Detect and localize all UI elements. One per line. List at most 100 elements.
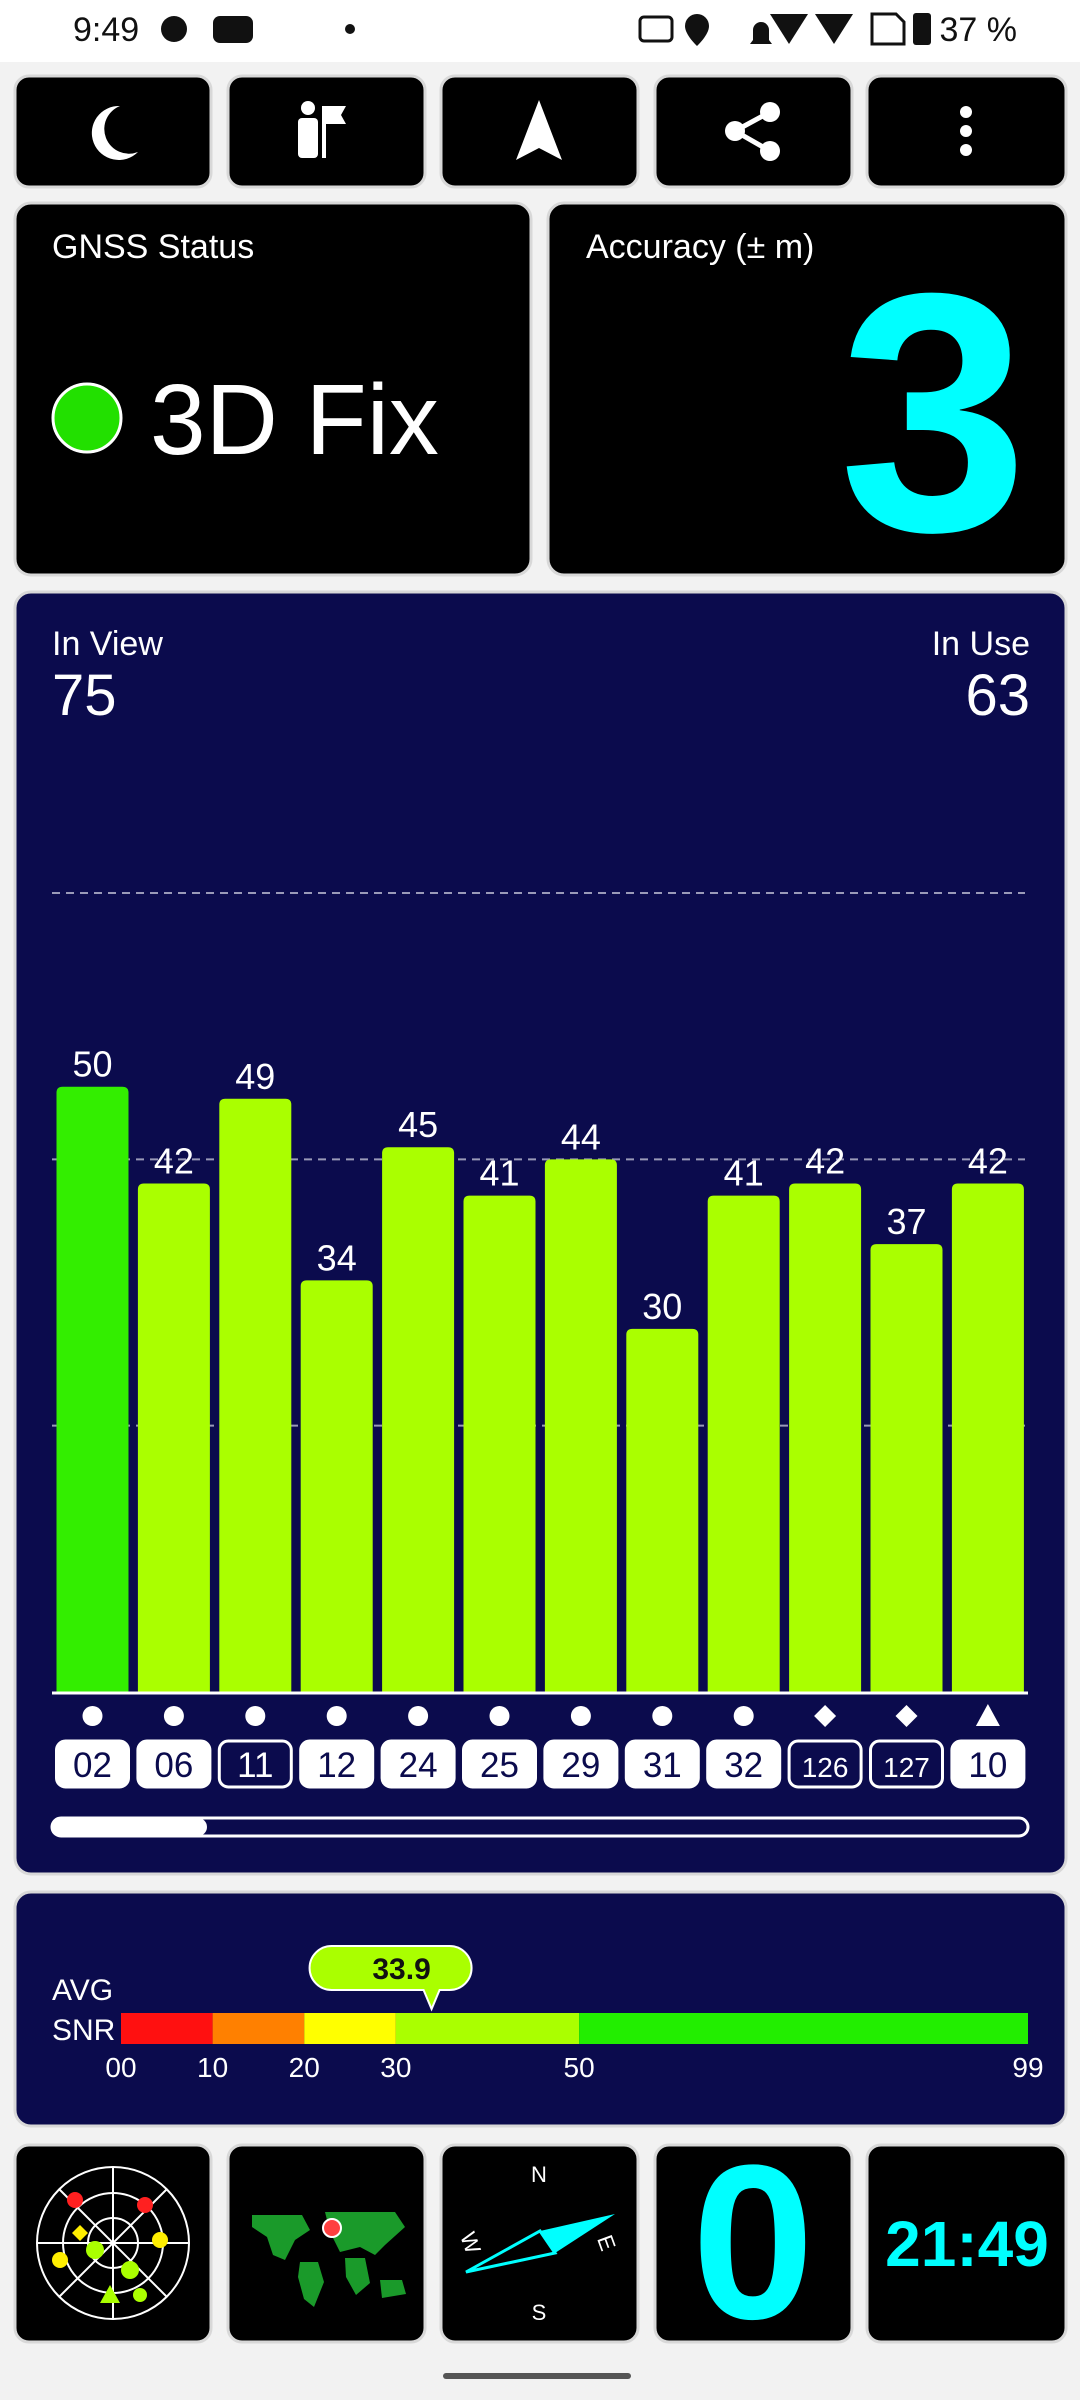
- satellite-id: 12: [317, 1746, 356, 1785]
- bar-value-label: 41: [724, 1153, 764, 1194]
- accuracy-title: Accuracy (± m): [586, 228, 814, 266]
- snr-tick-label: 00: [105, 2052, 136, 2083]
- snr-segment: [121, 2013, 213, 2044]
- satellite-id-box: [787, 1739, 863, 1789]
- person-flag-icon: [298, 101, 346, 158]
- satellite-id-box: [869, 1739, 944, 1789]
- clock-tile[interactable]: [865, 2143, 1068, 2344]
- accuracy-value: 3: [839, 223, 1028, 603]
- constellation-marker: [895, 1705, 918, 1727]
- bar: [219, 1098, 292, 1692]
- avg-snr-panel: [13, 1890, 1068, 2128]
- bar: [870, 1244, 943, 1692]
- satellite-id-box: [380, 1739, 456, 1789]
- bar-value-label: 34: [317, 1237, 357, 1278]
- constellation-marker: [163, 1706, 184, 1726]
- constellation-marker: [82, 1706, 103, 1726]
- constellation-marker: [975, 1704, 1000, 1726]
- satellite-id: 24: [399, 1746, 438, 1785]
- satellite-id-box: [624, 1739, 700, 1789]
- satellite-id-box: [299, 1739, 375, 1789]
- avg-snr-value: 33.9: [372, 1953, 430, 1986]
- snr-tick-label: 30: [380, 2052, 411, 2083]
- constellation-marker: [570, 1706, 591, 1726]
- speed-tile[interactable]: [653, 2143, 854, 2344]
- bar-value-label: 37: [886, 1201, 926, 1242]
- snr-segment: [304, 2013, 396, 2044]
- constellation-marker: [652, 1706, 673, 1726]
- snr-segment: [579, 2013, 1028, 2044]
- in-use-value: 63: [965, 663, 1030, 728]
- home-indicator[interactable]: [443, 2373, 631, 2379]
- gnss-status-title: GNSS Status: [52, 228, 254, 266]
- satellite-id-box: [136, 1739, 212, 1789]
- bar-value-label: 49: [235, 1056, 275, 1097]
- satellite-id-box: [706, 1739, 782, 1789]
- constellation-marker: [326, 1706, 347, 1726]
- in-use-label: In Use: [932, 625, 1030, 663]
- avg-snr-bubble: [308, 1945, 473, 2012]
- avg-label: AVG: [52, 1974, 113, 2007]
- snr-chart: 50 02 42 06 49 11 34 12 45 24 41 25 44 29 30 31 41 32 42 12…: [52, 892, 1028, 1789]
- night-mode-button[interactable]: [13, 74, 213, 189]
- fix-indicator: [51, 382, 123, 454]
- bar-value-label: 44: [561, 1116, 601, 1157]
- arrow-icon: [516, 100, 562, 160]
- satellite-id: 06: [154, 1746, 193, 1785]
- bar: [137, 1183, 210, 1692]
- constellation-marker: [489, 1706, 510, 1726]
- bar: [626, 1328, 699, 1692]
- satellite-id: 11: [237, 1746, 273, 1785]
- satellite-id: 10: [968, 1746, 1007, 1785]
- snr-scale: 00 10 20 30 50 99 33.9: [105, 1945, 1044, 2083]
- accuracy-card: [546, 201, 1068, 577]
- share-button[interactable]: [653, 74, 854, 189]
- battery-level: 37 %: [940, 11, 1018, 49]
- bar-value-label: 50: [72, 1044, 112, 1085]
- toolbar: [13, 74, 1068, 189]
- snr-tick-label: 99: [1012, 2052, 1043, 2083]
- bar-value-label: 42: [154, 1141, 194, 1182]
- more-icon: [960, 106, 972, 156]
- bar: [789, 1183, 862, 1692]
- bar-value-label: 45: [398, 1104, 438, 1145]
- satellite-id-box: [462, 1739, 537, 1789]
- bar-value-label: 42: [805, 1141, 845, 1182]
- bar-value-label: 30: [642, 1286, 682, 1327]
- snr-tick-label: 10: [197, 2052, 228, 2083]
- bar: [300, 1280, 373, 1692]
- satellite-id-box: [55, 1739, 130, 1789]
- satellite-id-box: [950, 1739, 1026, 1789]
- satellite-id: 127: [883, 1752, 930, 1783]
- world-map-icon: [252, 2212, 406, 2307]
- bar: [544, 1159, 617, 1692]
- snr-segment: [212, 2013, 305, 2044]
- snr-tick-label: 50: [564, 2052, 595, 2083]
- bottom-tiles: N S E W 0 21:49: [13, 2119, 1068, 2365]
- status-time: 9:49: [73, 11, 139, 49]
- bar: [951, 1183, 1024, 1692]
- status-icons: [161, 12, 931, 46]
- satellite-id-box: [543, 1739, 619, 1789]
- scroll-thumb[interactable]: [52, 1818, 207, 1836]
- bar: [463, 1195, 536, 1692]
- satellite-id: 31: [643, 1746, 682, 1785]
- constellation-marker: [408, 1706, 429, 1726]
- satellite-id: 29: [561, 1746, 600, 1785]
- satellite-id-box: [217, 1739, 293, 1789]
- compass-tile[interactable]: [439, 2143, 640, 2344]
- satellite-id: 25: [480, 1746, 519, 1785]
- snr-tick-label: 20: [289, 2052, 320, 2083]
- bar: [382, 1147, 455, 1692]
- in-view-value: 75: [52, 663, 117, 728]
- satellite-id: 126: [802, 1752, 849, 1783]
- compass-north: N: [531, 2162, 547, 2187]
- map-tile[interactable]: [226, 2143, 427, 2344]
- satellite-id: 02: [73, 1746, 112, 1785]
- bar: [707, 1195, 780, 1692]
- fix-text: 3D Fix: [150, 364, 439, 476]
- waypoint-button[interactable]: [226, 74, 427, 189]
- clock-value: 21:49: [885, 2208, 1049, 2280]
- compass-needle: [465, 2214, 615, 2274]
